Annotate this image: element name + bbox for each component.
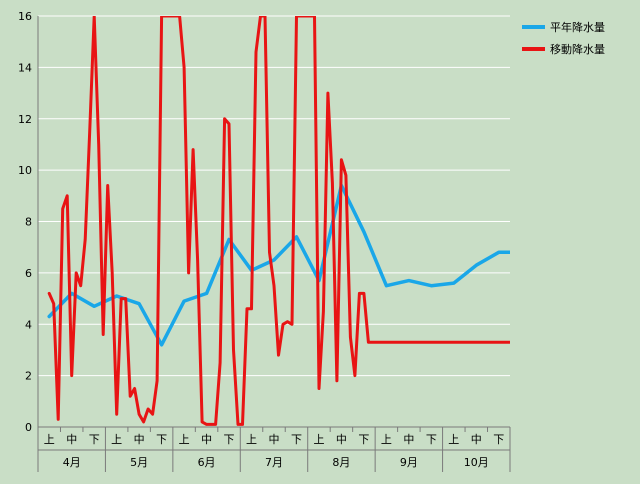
x-tick-label: 中 bbox=[134, 433, 145, 446]
x-tick-label: 下 bbox=[89, 433, 100, 446]
x-group-label: 7月 bbox=[265, 456, 283, 469]
legend-label: 平年降水量 bbox=[550, 20, 605, 34]
x-group-label: 4月 bbox=[63, 456, 81, 469]
x-tick-label: 上 bbox=[246, 433, 257, 446]
x-tick-label: 下 bbox=[358, 433, 369, 446]
x-tick-label: 下 bbox=[224, 433, 235, 446]
y-tick-label: 10 bbox=[18, 164, 32, 177]
x-group-label: 10月 bbox=[464, 456, 489, 469]
x-tick-label: 上 bbox=[381, 433, 392, 446]
x-tick-label: 下 bbox=[493, 433, 504, 446]
x-group-label: 5月 bbox=[130, 456, 148, 469]
x-tick-label: 中 bbox=[403, 433, 414, 446]
y-tick-label: 4 bbox=[25, 318, 32, 331]
x-tick-label: 中 bbox=[201, 433, 212, 446]
y-tick-label: 12 bbox=[18, 113, 32, 126]
legend-label: 移動降水量 bbox=[550, 42, 605, 56]
x-tick-label: 上 bbox=[179, 433, 190, 446]
y-tick-label: 8 bbox=[25, 216, 32, 229]
series-line-2 bbox=[47, 16, 510, 426]
series-line-1 bbox=[47, 183, 510, 347]
x-group-label: 6月 bbox=[198, 456, 216, 469]
x-tick-label: 中 bbox=[471, 433, 482, 446]
x-tick-label: 下 bbox=[426, 433, 437, 446]
x-tick-label: 下 bbox=[156, 433, 167, 446]
x-tick-label: 中 bbox=[269, 433, 280, 446]
series-group bbox=[47, 16, 510, 426]
y-tick-label: 16 bbox=[18, 10, 32, 23]
x-tick-label: 上 bbox=[313, 433, 324, 446]
x-tick-label: 下 bbox=[291, 433, 302, 446]
y-tick-label: 14 bbox=[18, 61, 32, 74]
y-tick-label: 6 bbox=[25, 267, 32, 280]
x-tick-label: 上 bbox=[448, 433, 459, 446]
x-group-label: 8月 bbox=[332, 456, 350, 469]
x-tick-label: 中 bbox=[336, 433, 347, 446]
y-tick-label: 2 bbox=[25, 370, 32, 383]
x-tick-label: 中 bbox=[66, 433, 77, 446]
y-tick-label: 0 bbox=[25, 421, 32, 434]
x-tick-label: 上 bbox=[111, 433, 122, 446]
x-group-label: 9月 bbox=[400, 456, 418, 469]
axes: 0246810121416上中下上中下上中下上中下上中下上中下上中下4月 5月 6月… bbox=[18, 10, 511, 472]
x-tick-label: 上 bbox=[44, 433, 55, 446]
